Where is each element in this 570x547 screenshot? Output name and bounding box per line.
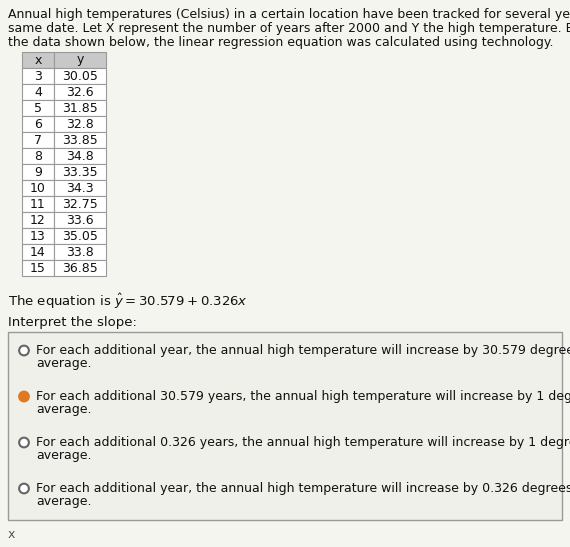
Bar xyxy=(54,196,106,212)
Text: Interpret the slope:: Interpret the slope: xyxy=(8,316,137,329)
Bar xyxy=(22,52,54,68)
Bar xyxy=(54,244,106,260)
Bar xyxy=(22,116,54,132)
Bar xyxy=(54,52,106,68)
Text: Annual high temperatures (Celsius) in a certain location have been tracked for s: Annual high temperatures (Celsius) in a … xyxy=(8,8,570,21)
Text: the data shown below, the linear regression equation was calculated using techno: the data shown below, the linear regress… xyxy=(8,36,553,49)
Bar xyxy=(22,260,54,276)
Text: For each additional 0.326 years, the annual high temperature will increase by 1 : For each additional 0.326 years, the ann… xyxy=(36,436,570,449)
Bar xyxy=(54,132,106,148)
Circle shape xyxy=(19,484,29,493)
Text: 32.6: 32.6 xyxy=(66,85,94,98)
Bar xyxy=(22,244,54,260)
Text: 32.8: 32.8 xyxy=(66,118,94,131)
Bar xyxy=(22,196,54,212)
Text: 5: 5 xyxy=(34,102,42,114)
Bar xyxy=(54,228,106,244)
Text: 3: 3 xyxy=(34,69,42,83)
Text: 15: 15 xyxy=(30,261,46,275)
Text: 35.05: 35.05 xyxy=(62,230,98,242)
Bar xyxy=(22,148,54,164)
Text: average.: average. xyxy=(36,403,92,416)
Text: 30.05: 30.05 xyxy=(62,69,98,83)
Bar xyxy=(22,100,54,116)
Bar xyxy=(54,68,106,84)
Bar xyxy=(8,332,562,520)
Circle shape xyxy=(19,392,29,401)
Text: 34.8: 34.8 xyxy=(66,149,94,162)
Bar xyxy=(22,212,54,228)
Text: y: y xyxy=(76,54,84,67)
Circle shape xyxy=(19,484,29,493)
Text: 9: 9 xyxy=(34,166,42,178)
Text: 34.3: 34.3 xyxy=(66,182,94,195)
Circle shape xyxy=(19,438,29,447)
Text: 8: 8 xyxy=(34,149,42,162)
Text: 31.85: 31.85 xyxy=(62,102,98,114)
Text: x: x xyxy=(8,528,15,541)
Bar xyxy=(22,84,54,100)
Text: average.: average. xyxy=(36,357,92,370)
Text: x: x xyxy=(34,54,42,67)
Text: For each additional 30.579 years, the annual high temperature will increase by 1: For each additional 30.579 years, the an… xyxy=(36,390,570,403)
Bar xyxy=(22,228,54,244)
Text: 14: 14 xyxy=(30,246,46,259)
Text: 33.85: 33.85 xyxy=(62,133,98,147)
Text: 6: 6 xyxy=(34,118,42,131)
Bar xyxy=(22,68,54,84)
Bar xyxy=(22,132,54,148)
Text: same date. Let X represent the number of years after 2000 and Y the high tempera: same date. Let X represent the number of… xyxy=(8,22,570,35)
Text: For each additional year, the annual high temperature will increase by 30.579 de: For each additional year, the annual hig… xyxy=(36,344,570,357)
Text: 11: 11 xyxy=(30,197,46,211)
Circle shape xyxy=(19,346,29,356)
Bar xyxy=(54,180,106,196)
Bar xyxy=(54,148,106,164)
Bar xyxy=(54,212,106,228)
Text: 4: 4 xyxy=(34,85,42,98)
Circle shape xyxy=(19,346,29,355)
Text: average.: average. xyxy=(36,449,92,462)
Text: 33.6: 33.6 xyxy=(66,213,94,226)
Text: average.: average. xyxy=(36,495,92,508)
Text: 33.8: 33.8 xyxy=(66,246,94,259)
Text: For each additional year, the annual high temperature will increase by 0.326 deg: For each additional year, the annual hig… xyxy=(36,482,570,495)
Bar xyxy=(22,164,54,180)
Text: 12: 12 xyxy=(30,213,46,226)
Text: 33.35: 33.35 xyxy=(62,166,98,178)
Bar xyxy=(54,100,106,116)
Text: 36.85: 36.85 xyxy=(62,261,98,275)
Text: The equation is $\hat{y} = 30.579 + 0.326x$: The equation is $\hat{y} = 30.579 + 0.32… xyxy=(8,292,248,311)
Circle shape xyxy=(19,438,29,447)
Text: 10: 10 xyxy=(30,182,46,195)
Bar xyxy=(54,260,106,276)
Bar xyxy=(54,84,106,100)
Bar xyxy=(22,180,54,196)
Text: 32.75: 32.75 xyxy=(62,197,98,211)
Text: 7: 7 xyxy=(34,133,42,147)
Bar xyxy=(54,164,106,180)
Text: 13: 13 xyxy=(30,230,46,242)
Bar xyxy=(54,116,106,132)
